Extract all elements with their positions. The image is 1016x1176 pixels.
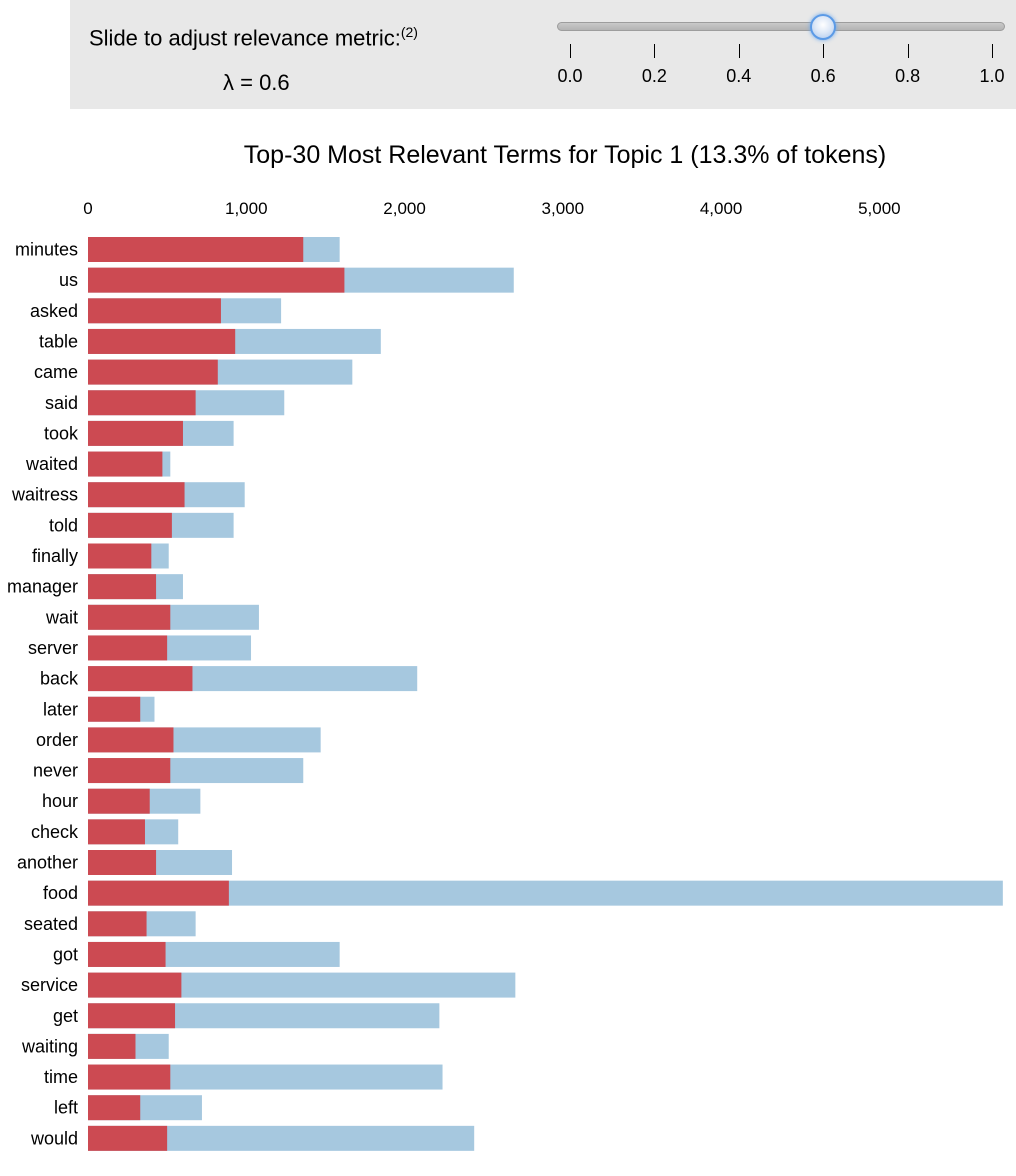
topic-frequency-bar	[88, 1064, 171, 1090]
term-label[interactable]: get	[53, 1006, 78, 1026]
slider-track[interactable]	[557, 22, 1005, 31]
relevance-slider-panel: Slide to adjust relevance metric:(2) λ =…	[70, 0, 1016, 109]
slider-tick	[570, 44, 571, 58]
term-label[interactable]: another	[17, 853, 78, 873]
term-label[interactable]: left	[54, 1098, 78, 1118]
topic-frequency-bar	[88, 696, 141, 722]
term-label[interactable]: waitress	[11, 485, 78, 505]
term-label[interactable]: asked	[30, 301, 78, 321]
topic-frequency-bar	[88, 543, 152, 569]
x-tick-label: 1,000	[225, 199, 268, 218]
term-label[interactable]: waiting	[21, 1036, 78, 1056]
topic-frequency-bar	[88, 328, 236, 354]
topic-frequency-bar	[88, 941, 166, 967]
topic-frequency-bar	[88, 1003, 176, 1029]
topic-frequency-bar	[88, 574, 157, 600]
term-label[interactable]: time	[44, 1067, 78, 1087]
topic-frequency-bar	[88, 1125, 168, 1151]
topic-frequency-bar	[88, 1033, 136, 1059]
slider-thumb[interactable]	[810, 14, 837, 40]
slider-footnote[interactable]: (2)	[400, 24, 418, 40]
term-label[interactable]: minutes	[15, 240, 78, 260]
topic-frequency-bar	[88, 512, 172, 538]
term-label[interactable]: food	[43, 883, 78, 903]
slider-tick	[823, 44, 825, 58]
topic-frequency-bar	[88, 420, 183, 446]
overall-frequency-bar	[88, 880, 1003, 906]
term-label[interactable]: table	[39, 331, 78, 351]
topic-frequency-bar	[88, 635, 168, 661]
term-label[interactable]: said	[45, 393, 78, 413]
slider-tick	[654, 44, 656, 58]
slider-tick-label: 0.2	[641, 66, 667, 86]
topic-frequency-bar	[88, 727, 174, 753]
topic-frequency-bar	[88, 788, 150, 814]
topic-frequency-bar	[88, 604, 171, 630]
topic-frequency-bar	[88, 758, 171, 784]
topic-frequency-bar	[88, 972, 182, 998]
term-label[interactable]: manager	[7, 577, 78, 597]
chart-title: Top-30 Most Relevant Terms for Topic 1 (…	[243, 141, 887, 169]
term-label[interactable]: came	[34, 362, 78, 382]
topic-frequency-bar	[88, 911, 147, 937]
topic-frequency-bar	[88, 819, 145, 845]
topic-frequency-bar	[88, 666, 193, 692]
term-label[interactable]: finally	[32, 546, 78, 566]
term-label[interactable]: back	[40, 669, 79, 689]
term-label[interactable]: us	[59, 270, 78, 290]
topic-frequency-bar	[88, 390, 196, 416]
topic-frequency-bar	[88, 1095, 141, 1121]
slider-tick	[992, 44, 993, 58]
term-label[interactable]: later	[43, 699, 78, 719]
topic-frequency-bar	[88, 880, 229, 906]
slider-label: Slide to adjust relevance metric:(2)	[89, 24, 418, 51]
term-label[interactable]: would	[30, 1128, 78, 1148]
topic-frequency-bar	[88, 850, 157, 875]
slider-tick-label: 0.0	[557, 66, 583, 86]
lambda-value: λ = 0.6	[223, 70, 290, 95]
slider-tick-label: 1.0	[979, 66, 1005, 86]
term-label[interactable]: seated	[24, 914, 78, 934]
term-label[interactable]: waited	[25, 454, 78, 474]
slider-tick	[738, 44, 740, 58]
term-label[interactable]: hour	[42, 791, 78, 811]
topic-frequency-bar	[88, 267, 345, 293]
term-label[interactable]: server	[28, 638, 78, 658]
slider-tick-label: 0.8	[895, 66, 921, 86]
term-label[interactable]: order	[36, 730, 78, 750]
slider-label-text: Slide to adjust relevance metric:	[89, 25, 401, 51]
x-tick-label: 5,000	[858, 199, 901, 218]
slider-tick	[907, 44, 909, 58]
term-label[interactable]: got	[53, 944, 78, 964]
topic-frequency-bar	[88, 359, 218, 385]
x-tick-label: 2,000	[383, 199, 426, 218]
topic-frequency-bar	[88, 237, 304, 262]
slider-tick-label: 0.4	[726, 66, 752, 86]
x-tick-label: 3,000	[542, 199, 585, 218]
topic-frequency-bar	[88, 298, 221, 324]
x-tick-label: 0	[83, 199, 92, 218]
term-label[interactable]: service	[21, 975, 78, 995]
topic-frequency-bar	[88, 482, 185, 508]
term-label[interactable]: took	[44, 423, 79, 443]
term-label[interactable]: never	[33, 761, 78, 781]
slider-tick-label: 0.6	[810, 66, 836, 86]
term-label[interactable]: wait	[45, 607, 78, 627]
x-tick-label: 4,000	[700, 199, 743, 218]
term-label[interactable]: check	[31, 822, 79, 842]
term-label[interactable]: told	[49, 515, 78, 535]
topic-frequency-bar	[88, 451, 163, 477]
